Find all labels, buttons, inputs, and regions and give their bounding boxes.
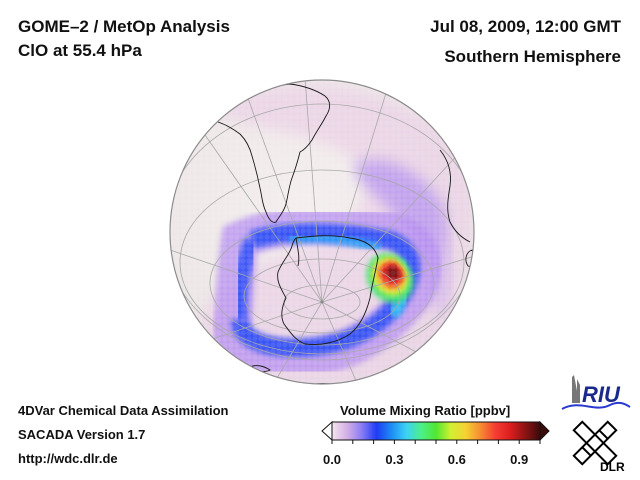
colorbar-tick-label: 0.9 (510, 452, 529, 467)
colorbar-extend-high (539, 420, 550, 442)
coast-madagascar (465, 249, 474, 267)
colorbar-tick-label: 0.3 (385, 452, 404, 467)
analysis-date: Jul 08, 2009, 12:00 GMT (430, 17, 621, 36)
title-instrument: GOME–2 / MetOp Analysis (18, 17, 230, 36)
colorbar-gradient (331, 421, 541, 441)
coast-antarctic-peninsula (295, 237, 300, 267)
colorbar (321, 420, 550, 444)
footer-method: 4DVar Chemical Data Assimilation (18, 403, 229, 418)
footer-version: SACADA Version 1.7 (18, 427, 146, 442)
cathedral-icon (572, 375, 580, 403)
globe-outline (169, 79, 475, 385)
south-pole-marker (320, 300, 324, 304)
coast-africa (439, 149, 471, 243)
colorbar-title: Volume Mixing Ratio [ppbv] (340, 403, 511, 418)
dlr-logo: DLR (572, 420, 625, 474)
colorbar-tick-label: 0.0 (322, 452, 342, 467)
riu-logo: RIU (561, 375, 631, 410)
colorbar-extend-low (321, 420, 333, 442)
logos: RIU DLR (561, 375, 631, 474)
coast-south-america (211, 83, 331, 223)
coast-antarctica (277, 235, 379, 345)
footer-url[interactable]: http://wdc.dlr.de (18, 451, 118, 466)
dlr-emblem-icon (572, 420, 618, 466)
title-species-level: ClO at 55.4 hPa (18, 41, 142, 60)
dlr-logo-text: DLR (600, 460, 625, 474)
colorbar-tick-label: 0.6 (447, 452, 466, 467)
hemisphere-label: Southern Hemisphere (444, 47, 621, 66)
graticule (170, 80, 474, 384)
